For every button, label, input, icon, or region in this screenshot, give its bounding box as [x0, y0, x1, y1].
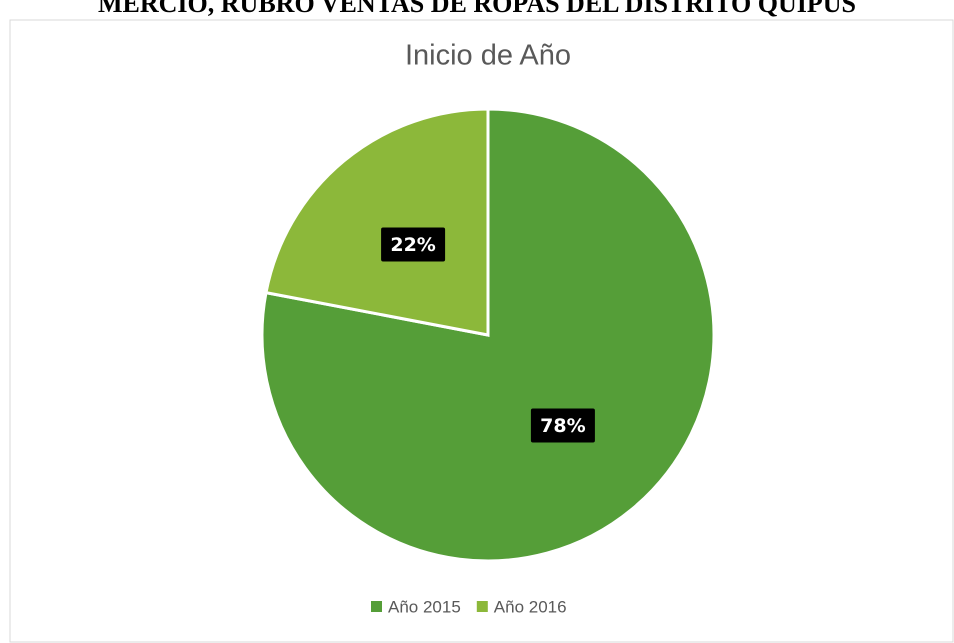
legend-swatch: [371, 601, 382, 612]
legend-swatch: [476, 601, 488, 612]
data-label-box: [530, 408, 595, 443]
data-label: 78%: [540, 415, 585, 437]
data-label: 22%: [390, 234, 435, 256]
legend-label: Año 2015: [388, 597, 461, 616]
chart-title: Inicio de Año: [405, 40, 571, 72]
data-label-box: [381, 227, 446, 262]
legend-label: Año 2016: [494, 597, 567, 616]
page-header: MERCIO, RUBRO VENTAS DE ROPAS DEL DISTRI…: [98, 0, 856, 18]
pie-slice: [264, 107, 490, 337]
